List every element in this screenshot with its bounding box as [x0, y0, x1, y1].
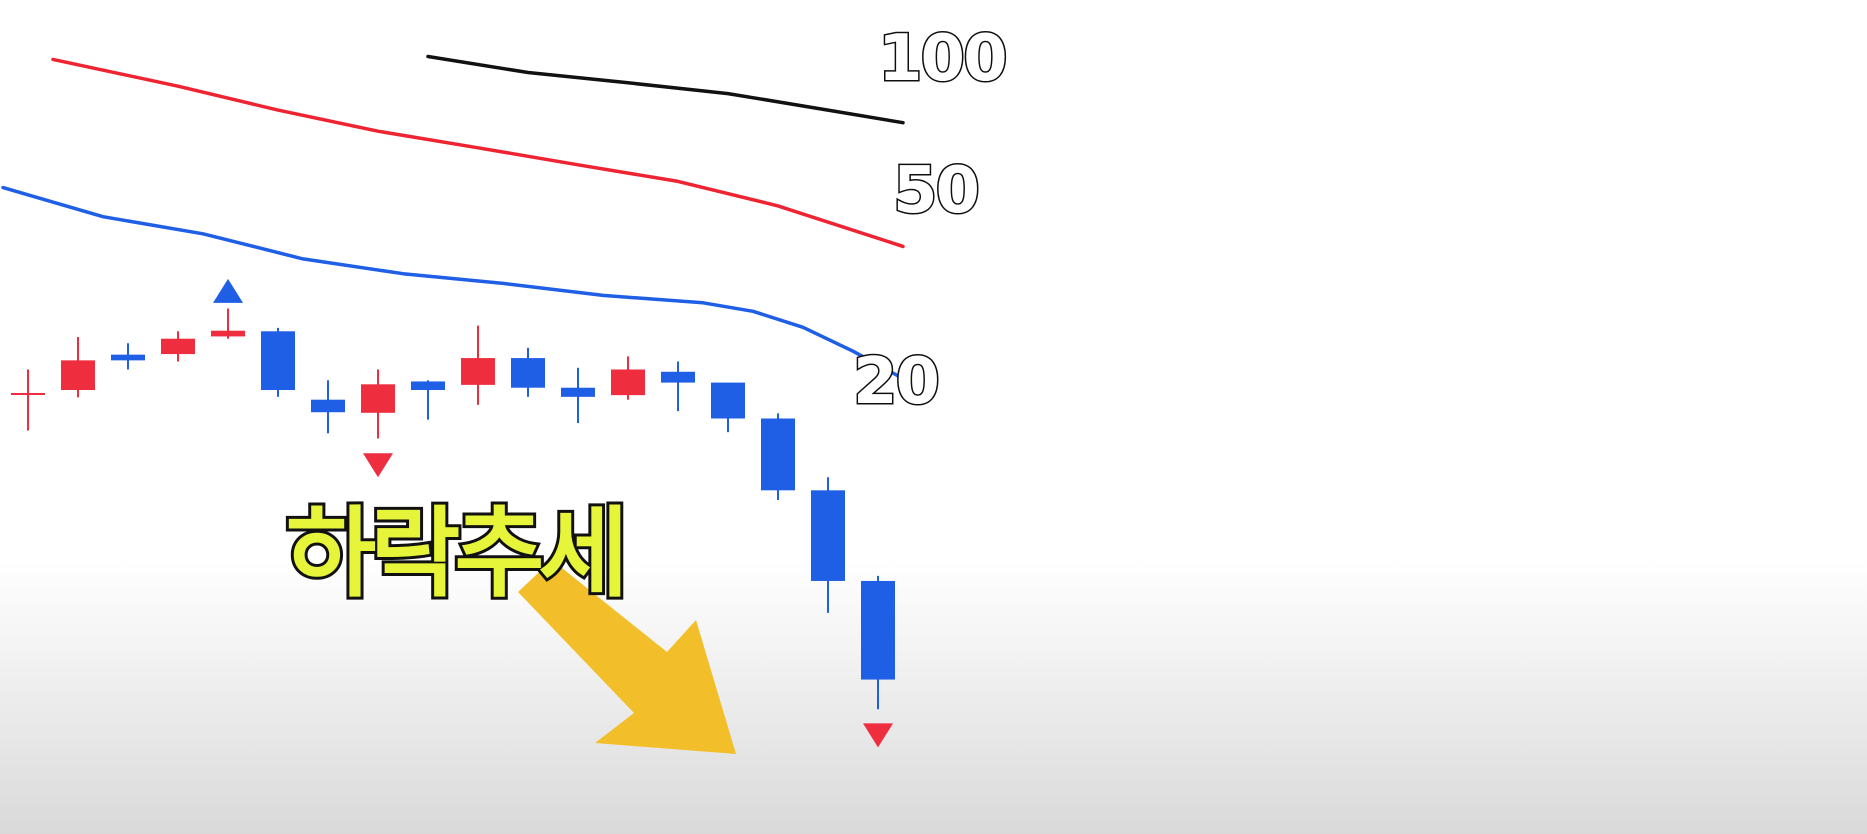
candles: [11, 308, 895, 710]
candle-body: [111, 354, 145, 361]
candle-body: [11, 392, 45, 395]
candle: [161, 331, 195, 362]
candle: [811, 477, 845, 613]
ma-label-100: 100: [877, 22, 1010, 96]
candle-body: [561, 387, 595, 397]
candle: [111, 343, 145, 370]
ma-line-50: [51, 57, 905, 249]
candle: [461, 325, 495, 405]
candle-body: [161, 338, 195, 355]
candle: [61, 336, 95, 398]
candle: [261, 327, 295, 397]
candle-body: [511, 358, 545, 388]
signal-markers: [213, 278, 893, 748]
ma-label-50: 50: [891, 154, 981, 228]
candle: [311, 380, 345, 434]
candle-body: [611, 369, 645, 396]
candle: [11, 369, 45, 431]
candle-body: [711, 382, 745, 419]
candle-body: [311, 399, 345, 413]
candle: [211, 308, 245, 339]
candle: [411, 380, 445, 420]
downtrend-arrow-icon: [518, 560, 736, 754]
candle: [861, 575, 895, 710]
candle-body: [361, 384, 395, 413]
ma-line-20: [1, 185, 905, 381]
candle-body: [661, 371, 695, 383]
moving-average-lines: [1, 54, 905, 381]
candle-body: [411, 381, 445, 390]
candle-body: [811, 490, 845, 581]
candle: [511, 347, 545, 397]
signal-up-triangle-icon: [213, 278, 243, 303]
candle-body: [861, 580, 895, 680]
candle-body: [61, 360, 95, 390]
candle: [711, 382, 745, 433]
candle: [561, 367, 595, 424]
candle: [361, 369, 395, 439]
candle: [611, 356, 645, 400]
candle: [761, 413, 795, 501]
downtrend-label: 하락추세: [283, 497, 632, 611]
candle-body: [261, 331, 295, 390]
signal-down-triangle-icon: [863, 723, 893, 748]
downtrend-arrow: [518, 560, 736, 754]
signal-down-triangle-icon: [363, 453, 393, 478]
ma-line-100: [426, 54, 905, 125]
candle-body: [461, 358, 495, 385]
candle: [661, 361, 695, 412]
candle-body: [211, 330, 245, 337]
ma-label-20: 20: [851, 345, 941, 419]
candle-body: [761, 418, 795, 491]
